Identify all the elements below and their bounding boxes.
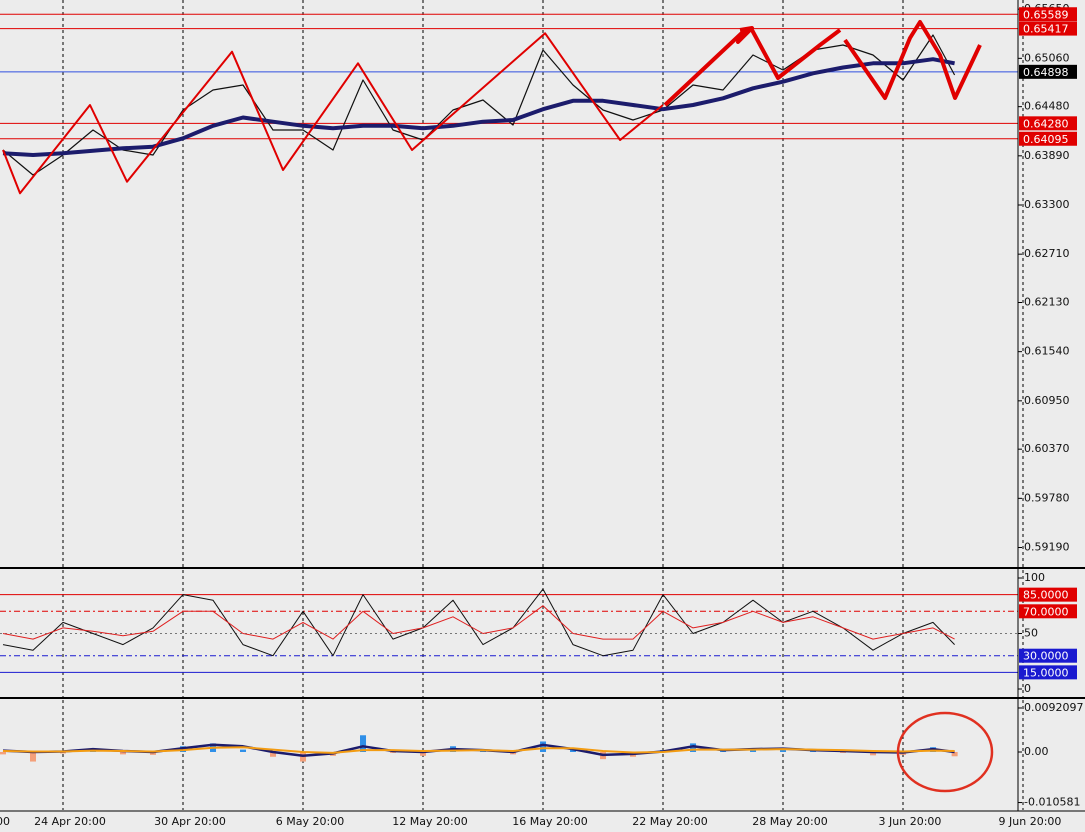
series-line (2, 32, 664, 195)
series-line (2, 746, 955, 754)
arrow (750, 28, 842, 80)
histogram-bar (150, 751, 157, 755)
histogram-bar (840, 751, 847, 753)
histogram-bar (540, 741, 547, 752)
histogram-bar (0, 751, 7, 755)
histogram-bar (870, 751, 877, 756)
level-label: 0.64280 (1023, 117, 1069, 130)
level-label: 0.64095 (1023, 133, 1069, 146)
y-tick-label: 0 (1024, 682, 1031, 695)
level-label: 85.0000 (1023, 589, 1069, 602)
drawn-arrows (663, 20, 982, 107)
level-label: 70.0000 (1023, 605, 1069, 618)
series-line (2, 588, 955, 657)
histogram-bar (420, 751, 427, 756)
x-tick-label: 12 May 20:00 (392, 815, 467, 828)
x-tick-label: 00 (0, 815, 10, 828)
y-tick-label: 0.60950 (1024, 394, 1070, 407)
x-tick-label: 3 Jun 20:00 (879, 815, 942, 828)
level-label-box (1019, 665, 1077, 680)
y-tick-label: 0.0092097 (1024, 701, 1084, 714)
level-label: 0.65417 (1023, 23, 1069, 36)
histogram-bar (240, 749, 247, 752)
y-tick-label: 100 (1024, 571, 1045, 584)
level-label-box (1019, 131, 1077, 146)
arrow (663, 26, 754, 107)
histogram-bar (390, 751, 397, 753)
level-label-box (1019, 64, 1077, 79)
x-tick-label: 24 Apr 20:00 (34, 815, 106, 828)
y-tick-label: 0.64480 (1024, 100, 1070, 113)
x-tick-label: 28 May 20:00 (752, 815, 827, 828)
x-tick-label: 9 Jun 20:00 (999, 815, 1062, 828)
y-tick-label: 0.63300 (1024, 198, 1070, 211)
histogram-bar (360, 735, 367, 752)
level-label-box (1019, 587, 1077, 602)
histogram-bar (780, 749, 787, 752)
arrow (843, 20, 982, 100)
y-tick-label: 0.59780 (1024, 491, 1070, 504)
series-line (2, 605, 955, 640)
histogram-bar (270, 751, 277, 757)
y-tick-label: 0.61540 (1024, 345, 1070, 358)
level-label: 0.65589 (1023, 8, 1069, 21)
level-label-box (1019, 7, 1077, 22)
x-tick-label: 30 Apr 20:00 (154, 815, 226, 828)
y-tick-label: 50 (1024, 627, 1038, 640)
level-label-box (1019, 648, 1077, 663)
level-label: 15.0000 (1023, 666, 1069, 679)
y-tick-label: 0.62130 (1024, 296, 1070, 309)
highlight-circle (896, 711, 994, 793)
level-label-box (1019, 604, 1077, 619)
histogram-bar (750, 749, 757, 752)
y-tick-label: 0.62710 (1024, 247, 1070, 260)
level-label-box (1019, 21, 1077, 36)
y-tick-label: -0.010581 (1024, 796, 1080, 809)
histogram-bar (30, 751, 37, 762)
y-tick-label: 0.59190 (1024, 541, 1070, 554)
x-tick-label: 6 May 20:00 (276, 815, 344, 828)
y-tick-label: 0.00 (1024, 745, 1049, 758)
x-tick-label: 22 May 20:00 (632, 815, 707, 828)
y-tick-label: 0.63890 (1024, 149, 1070, 162)
y-tick-label: 0.65060 (1024, 51, 1070, 64)
y-tick-label: 0.60370 (1024, 442, 1070, 455)
level-label-box (1019, 116, 1077, 131)
histogram-bar (120, 751, 127, 755)
histogram-bar (810, 751, 817, 752)
histogram-bar (951, 751, 958, 757)
level-label: 0.64898 (1023, 66, 1069, 79)
level-label: 30.0000 (1023, 650, 1069, 663)
x-tick-label: 16 May 20:00 (512, 815, 587, 828)
histogram-bar (690, 743, 697, 752)
series-line (2, 57, 955, 157)
histogram-bar (570, 749, 577, 752)
